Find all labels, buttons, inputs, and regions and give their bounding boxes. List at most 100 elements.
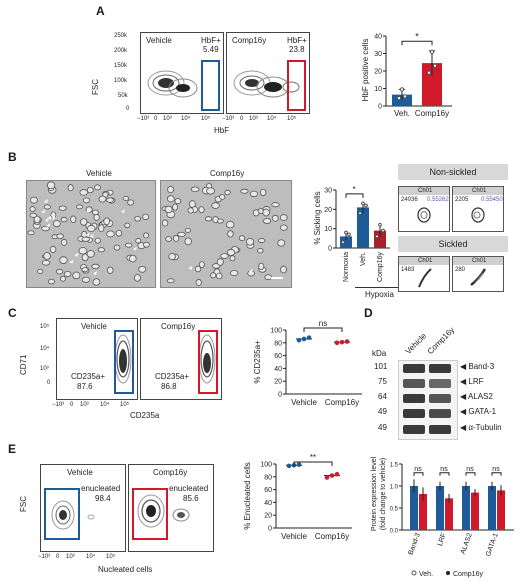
- blot-kda: 75: [378, 377, 387, 386]
- bar: [340, 236, 352, 248]
- cell: [97, 247, 106, 253]
- gate-box: [198, 330, 218, 394]
- cell: [279, 214, 288, 221]
- cell: [238, 235, 246, 242]
- cell: [29, 196, 38, 204]
- cell: [166, 278, 175, 284]
- y-tick-label: 80: [264, 474, 272, 481]
- cell-tile: Ch01 2205 0.55450: [452, 186, 504, 232]
- chart-d-bar: 0.0 0.5 1.0 1.5 Protein expression level (fol…: [371, 456, 514, 578]
- data-point: [296, 462, 302, 467]
- y-tick-label: 30: [374, 51, 382, 58]
- data-point: [324, 475, 330, 480]
- y-axis-title: HbF positive cells: [361, 39, 370, 102]
- cell: [29, 212, 38, 218]
- y-tick-label: 40: [264, 500, 272, 507]
- cell: [70, 215, 77, 224]
- x-tick-label: Comp16y: [377, 252, 384, 282]
- x-tick-label: Vehicle: [291, 398, 317, 407]
- y-tick-label: 0: [278, 392, 282, 399]
- panel-a-x-tick: 10⁵: [287, 116, 297, 122]
- data-point: [358, 211, 362, 216]
- significance-label: ns: [466, 466, 474, 473]
- y-tick-label: 40: [274, 366, 282, 373]
- cell-tile-channel: Ch01: [418, 258, 433, 264]
- blot-protein-label: ◀ Band-3: [460, 362, 495, 371]
- blot-kda: 49: [378, 423, 387, 432]
- y-tick-label: 10: [324, 226, 332, 233]
- cell: [252, 209, 260, 217]
- panel-a-x-tick: −10³: [222, 116, 235, 122]
- blot-kda: 49: [378, 407, 387, 416]
- panel-a-y-tick: 0: [126, 106, 130, 112]
- blot-band: [429, 409, 451, 418]
- cell: [256, 248, 264, 254]
- blot-band: [429, 379, 451, 388]
- cell: [87, 225, 96, 232]
- western-lane-label: Comp16y: [425, 325, 457, 356]
- gate-label: HbF+: [287, 36, 307, 45]
- panel-c-y-tick: 10³: [40, 366, 49, 372]
- significance-label: **: [310, 453, 316, 462]
- cell: [80, 218, 88, 226]
- cell: [164, 205, 173, 214]
- flow-plot-e-comp16y: Comp16y enucleated 85.6: [128, 464, 214, 552]
- gate-box: [44, 488, 80, 540]
- flow-plot-c-comp16y: Comp16y CD235a+ 86.8: [140, 318, 222, 400]
- flow-plot-title: Comp16y: [153, 468, 188, 477]
- bar: [445, 498, 453, 530]
- panel-a-x-tick: 10⁴: [267, 116, 277, 122]
- scale-bar: [271, 277, 283, 279]
- data-point: [286, 463, 292, 469]
- gate-box: [132, 488, 168, 540]
- gate-value: 87.6: [77, 382, 93, 391]
- cell: [72, 271, 81, 280]
- cell: [29, 206, 36, 212]
- cell: [129, 254, 137, 263]
- panel-c-y-axis-label: CD71: [19, 354, 28, 375]
- cell: [225, 220, 235, 229]
- cell: [78, 247, 88, 255]
- cell: [124, 222, 131, 229]
- cell: [195, 279, 202, 286]
- cell: [41, 259, 51, 266]
- cell-tile-channel: Ch01: [472, 258, 487, 264]
- blot-kda: 64: [378, 392, 387, 401]
- y-axis-title: % CD235a+: [253, 340, 262, 384]
- flow-density-plot: [198, 330, 218, 394]
- bar: [462, 486, 470, 530]
- bar: [471, 492, 479, 530]
- cell: [67, 184, 74, 192]
- y-axis-title: Protein expression level: [371, 456, 378, 531]
- blot-band: [403, 409, 425, 418]
- arrowhead: [44, 217, 49, 222]
- bar: [422, 63, 442, 106]
- arrowhead: [120, 208, 125, 213]
- cell: [190, 186, 200, 192]
- cell: [258, 262, 265, 271]
- y-tick-label: 0: [268, 526, 272, 533]
- gate-label: CD235a+: [71, 372, 106, 381]
- cell: [61, 238, 68, 246]
- cell: [138, 265, 147, 273]
- cell: [113, 244, 121, 251]
- bar: [357, 207, 369, 248]
- cell-tile-channel: Ch01: [472, 188, 487, 194]
- cell: [168, 253, 176, 261]
- blot-band: [403, 364, 425, 373]
- cell: [41, 225, 50, 232]
- panel-e-y-axis-label: FSC: [19, 496, 28, 512]
- arrowhead: [47, 215, 52, 220]
- y-tick-label: 1.0: [390, 485, 399, 491]
- panel-e-x-tick: 10³: [66, 554, 75, 560]
- data-point: [334, 340, 340, 346]
- panel-a-x-tick: 10⁵: [201, 116, 211, 122]
- cell: [93, 213, 100, 221]
- panel-label-c: C: [8, 306, 17, 320]
- y-tick-label: 60: [274, 353, 282, 360]
- bar: [497, 490, 505, 530]
- panel-a-y-tick: 150k: [114, 63, 128, 69]
- cell: [226, 248, 236, 256]
- micrograph-vehicle: [26, 180, 156, 288]
- significance-label: *: [352, 185, 355, 194]
